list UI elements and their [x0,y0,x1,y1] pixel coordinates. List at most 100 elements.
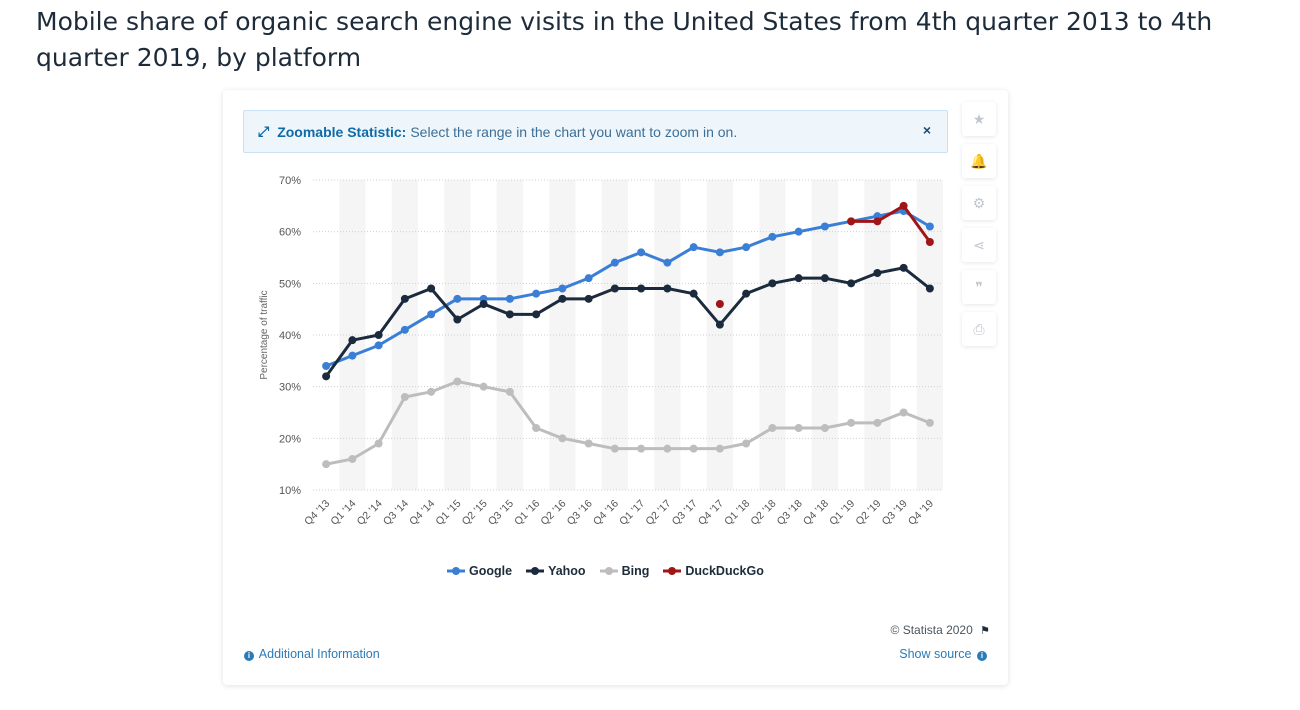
yahoo-point [374,331,383,339]
y-tick-label: 20% [279,433,301,445]
y-tick-label: 50% [279,278,301,290]
legend-item-bing[interactable]: Bing [599,564,649,578]
quote-button[interactable]: ❞ [962,270,996,304]
show-source-label: Show source [899,647,972,661]
legend-label: Google [469,564,513,578]
google-point [322,362,331,370]
close-banner-button[interactable]: × [922,122,931,138]
additional-information-link[interactable]: i Additional Information [242,647,380,661]
column-band [601,180,628,490]
gear-button[interactable]: ⚙ [962,186,996,220]
star-button[interactable]: ★ [962,102,996,136]
x-tick-label: Q1 '14 [328,498,358,528]
bing-line [325,380,931,466]
x-tick-label: Q3 '14 [381,498,411,528]
yahoo-point [847,279,856,288]
bing-point [479,382,488,391]
page-title: Mobile share of organic search engine vi… [36,7,1213,72]
legend-item-google[interactable]: Google [447,564,512,578]
bing-point [453,377,462,386]
bing-point [505,387,514,396]
show-source-link[interactable]: Show source i [899,647,989,661]
yahoo-point [400,294,409,303]
x-tick-label: Q4 '19 [906,498,936,528]
x-tick-label: Q4 '13 [302,498,332,528]
expand-icon: ⤢ [258,123,270,139]
bing-point [637,444,646,453]
bing-point [742,439,751,448]
legend-swatch [663,567,682,575]
x-tick-label: Q1 '19 [827,498,857,528]
banner-strong: Zoomable Statistic: [277,123,407,140]
bing-point [584,439,593,448]
yahoo-point [322,372,331,381]
legend-label: DuckDuckGo [685,564,764,578]
duckduckgo-point [925,238,934,246]
google-line [325,209,931,368]
duckduckgo-point [847,217,856,226]
legend-item-yahoo[interactable]: Yahoo [526,564,586,578]
google-point [453,294,462,303]
duckduckgo-line [851,204,932,243]
quote-icon: ❞ [975,278,983,295]
yahoo-point [610,284,619,293]
x-tick-label: Q4 '17 [696,498,726,528]
bing-point [322,460,331,469]
bing-point [820,424,829,432]
bing-point [610,444,619,453]
statista-credit: © Statista 2020 ⚑ [891,623,990,637]
zoom-banner: ⤢ Zoomable Statistic: Select the range i… [243,110,948,153]
x-tick-label: Q3 '19 [880,498,910,528]
google-point [558,284,567,293]
bing-point [794,424,803,432]
yahoo-point [584,294,593,303]
x-tick-label: Q4 '14 [407,498,437,528]
share-button[interactable]: ⋖ [962,228,996,262]
share-icon: ⋖ [973,236,985,253]
yahoo-point [427,284,436,293]
legend-item-duckduckgo[interactable]: DuckDuckGo [663,564,764,578]
bing-point [873,418,882,427]
bell-icon: 🔔 [970,152,988,169]
yahoo-point [742,289,751,298]
y-tick-label: 60% [279,227,301,239]
x-tick-label: Q4 '18 [801,498,831,528]
x-tick-label: Q3 '18 [775,498,805,528]
google-point [584,274,593,283]
yahoo-point [505,310,514,319]
yahoo-point [899,263,908,272]
yahoo-point [532,310,541,319]
google-point [400,325,409,334]
bing-point [847,418,856,427]
info-icon: i [244,651,254,661]
flag-icon[interactable]: ⚑ [980,625,990,637]
x-tick-label: Q2 '19 [853,498,883,528]
credit-text: © Statista 2020 [890,623,973,637]
info-icon: i [977,651,987,661]
banner-text: Select the range in the chart you want t… [410,123,738,140]
bing-point [689,444,698,453]
x-tick-label: Q3 '17 [670,498,700,528]
print-button[interactable]: ⎙ [962,312,996,346]
legend-swatch [599,567,618,575]
x-tick-label: Q1 '17 [617,498,647,528]
x-tick-label: Q4 '16 [591,498,621,528]
yahoo-point [348,336,357,345]
bell-button[interactable]: 🔔 [962,144,996,178]
google-point [374,341,383,350]
google-point [768,232,777,241]
line-chart[interactable]: 10% 20% 30% 40% 50% 60% 70% Percentage of traff… [223,90,1008,550]
star-icon: ★ [972,110,986,127]
bing-point [400,393,409,401]
bing-point [532,424,541,432]
yahoo-point [689,289,698,298]
yahoo-point [820,274,829,283]
x-tick-label: Q3 '15 [486,498,516,528]
yahoo-point [479,300,488,308]
legend-swatch [447,567,465,575]
yahoo-point [768,279,777,288]
x-tick-label: Q2 '17 [643,498,673,528]
bing-point [715,444,724,453]
column-band [706,180,733,490]
google-point [427,310,436,319]
